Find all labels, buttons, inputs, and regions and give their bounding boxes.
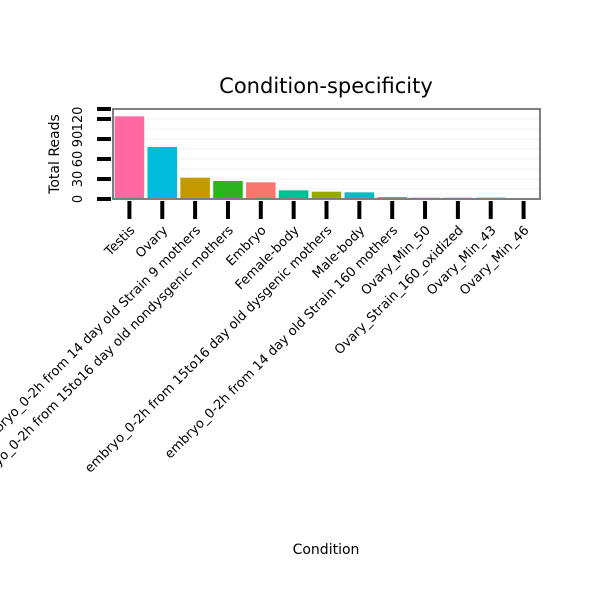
x-tick-label: Testis — [101, 223, 138, 260]
y-tick-label: 0 — [71, 195, 86, 203]
bar — [344, 192, 375, 199]
plot-border — [112, 108, 541, 200]
bar — [180, 177, 210, 199]
y-tick-label: 30 — [71, 171, 86, 188]
chart-title: Condition-specificity — [219, 74, 433, 98]
x-axis-title: Condition — [293, 542, 360, 558]
bars — [114, 116, 539, 200]
bar — [114, 116, 145, 199]
bar — [311, 191, 342, 199]
bar — [147, 147, 178, 199]
y-axis-title: Total Reads — [47, 114, 63, 195]
bar — [278, 190, 309, 199]
bar — [213, 181, 243, 199]
x-tick-label: embryo_0-2h from 14 day old Strain 9 mot… — [0, 223, 204, 450]
bar — [246, 182, 276, 199]
y-tick-label: 90 — [71, 131, 86, 148]
y-tick-label: 60 — [71, 151, 86, 168]
y-tick-label: 120 — [71, 107, 86, 132]
